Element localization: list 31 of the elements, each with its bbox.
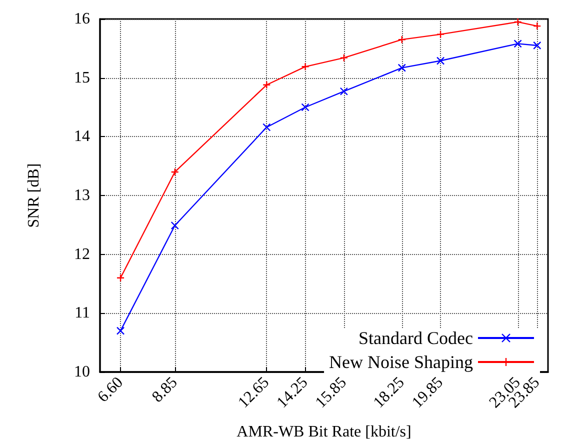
point [116, 274, 125, 282]
point [398, 35, 406, 44]
point [262, 80, 271, 89]
x-tick-label: 8.85 [149, 374, 181, 406]
point [262, 123, 271, 132]
point [514, 40, 522, 48]
y-axis-title: SNR [dB] [26, 163, 42, 228]
point [301, 62, 310, 71]
point [170, 221, 179, 230]
x-tick-label: 6.60 [94, 374, 127, 406]
point [340, 54, 348, 62]
legend-label: Standard Codec [358, 328, 474, 348]
point [514, 18, 522, 26]
y-tick-label: 15 [74, 69, 90, 86]
point [398, 64, 406, 72]
y-tick-label: 16 [74, 10, 90, 28]
y-tick-label: 12 [74, 246, 90, 263]
point [436, 56, 445, 65]
point [301, 103, 310, 112]
legend-label: New Noise Shaping [329, 352, 473, 372]
y-tick-label: 13 [74, 187, 90, 204]
point [340, 87, 348, 96]
x-axis-title: AMR-WB Bit Rate [kbit/s] [236, 424, 412, 440]
point [533, 41, 542, 50]
y-tick-label: 14 [74, 128, 90, 146]
point [170, 168, 179, 176]
point [116, 326, 125, 335]
y-tick-label: 11 [74, 304, 90, 322]
point [533, 22, 542, 30]
point [436, 30, 445, 38]
y-tick-label: 10 [74, 364, 90, 380]
